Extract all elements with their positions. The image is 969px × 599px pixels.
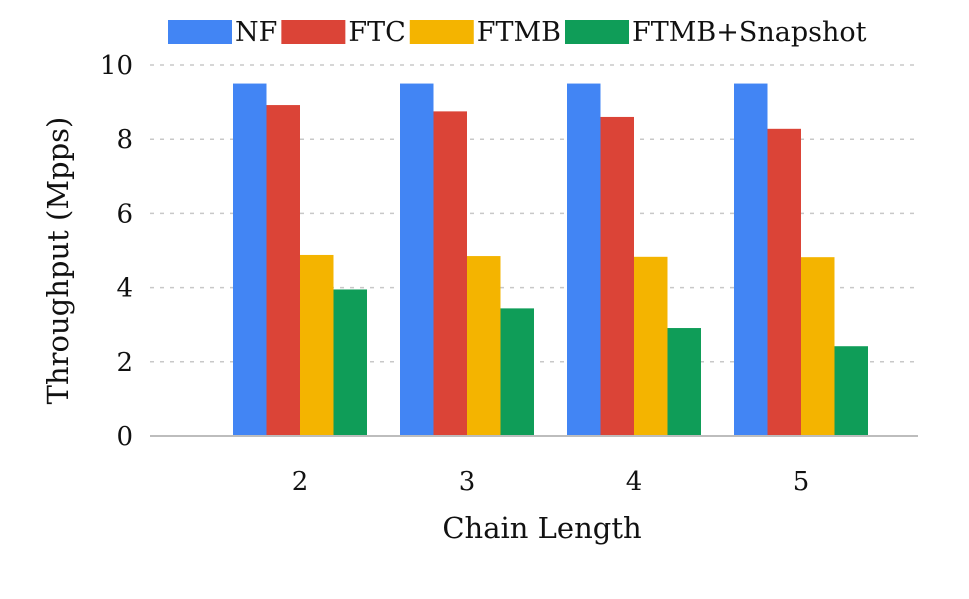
bar-ftc xyxy=(767,128,801,436)
x-tick-label: 4 xyxy=(626,467,643,497)
legend-label: FTC xyxy=(348,17,405,48)
legend-label: FTMB xyxy=(477,17,561,48)
x-tick-label: 3 xyxy=(459,467,476,497)
bars xyxy=(233,83,868,437)
x-tick-labels: 2 3 4 5 xyxy=(292,467,810,497)
bar-ftc xyxy=(266,105,300,437)
bar-ftc xyxy=(600,116,634,436)
bar-ftmb-snapshot xyxy=(333,289,367,436)
bar-ftmb xyxy=(634,256,668,436)
legend: NF FTC FTMB FTMB+Snapshot xyxy=(168,17,867,48)
bar-nf xyxy=(233,83,267,437)
bar-ftmb xyxy=(467,256,501,436)
bar-ftc xyxy=(433,111,467,436)
y-axis-title: Throughput (Mpps) xyxy=(41,117,75,405)
bar-ftmb-snapshot xyxy=(834,346,868,436)
bar-nf xyxy=(567,83,601,437)
legend-label: NF xyxy=(235,17,277,48)
y-tick-labels: 0 2 4 6 8 10 xyxy=(100,51,133,452)
y-tick-label: 6 xyxy=(116,199,133,229)
bar-ftmb xyxy=(300,254,334,436)
x-tick-label: 5 xyxy=(793,467,810,497)
legend-swatch xyxy=(281,20,346,44)
legend-swatch xyxy=(409,20,474,44)
bar-nf xyxy=(400,83,434,437)
y-tick-label: 4 xyxy=(116,274,133,304)
bar-ftmb xyxy=(801,257,835,436)
bar-nf xyxy=(734,83,768,437)
bar-ftmb-snapshot xyxy=(667,328,701,436)
y-tick-label: 8 xyxy=(116,125,133,155)
bar-ftmb-snapshot xyxy=(500,308,534,436)
legend-swatch xyxy=(565,20,629,44)
x-tick-label: 2 xyxy=(292,467,309,497)
y-tick-label: 2 xyxy=(116,348,133,378)
legend-swatch xyxy=(168,20,232,44)
x-axis-title: Chain Length xyxy=(442,511,641,545)
legend-label: FTMB+Snapshot xyxy=(632,17,867,48)
y-tick-label: 0 xyxy=(116,422,133,452)
y-tick-label: 10 xyxy=(100,51,133,81)
